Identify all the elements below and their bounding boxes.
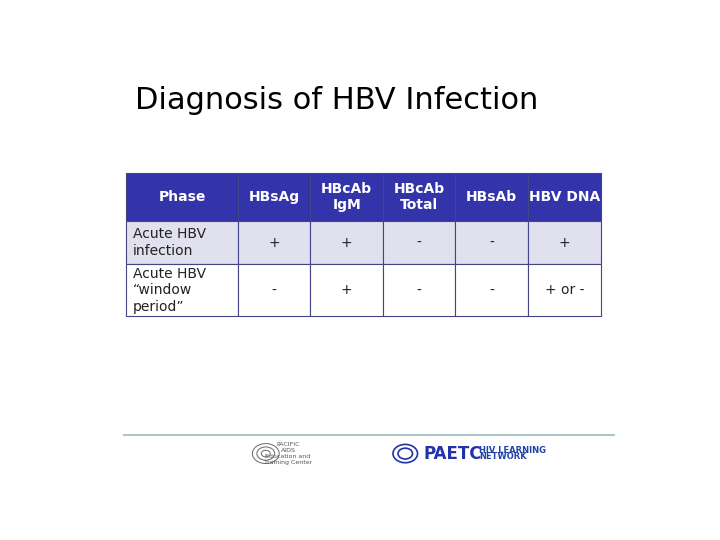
Text: HIV LEARNING: HIV LEARNING [479, 446, 546, 455]
FancyBboxPatch shape [238, 221, 310, 265]
Text: +: + [559, 235, 570, 249]
FancyBboxPatch shape [383, 221, 456, 265]
Text: HBV DNA: HBV DNA [528, 190, 600, 204]
Text: PAETC: PAETC [423, 444, 482, 463]
Text: Acute HBV
infection: Acute HBV infection [133, 227, 206, 258]
Text: HBsAg: HBsAg [248, 190, 300, 204]
FancyBboxPatch shape [456, 173, 528, 221]
Text: HBcAb
IgM: HBcAb IgM [321, 182, 372, 212]
FancyBboxPatch shape [310, 221, 383, 265]
Text: -: - [490, 235, 494, 249]
Text: -: - [417, 284, 422, 298]
FancyBboxPatch shape [126, 221, 238, 265]
FancyBboxPatch shape [310, 173, 383, 221]
FancyBboxPatch shape [456, 265, 528, 316]
Text: PACIFIC
AIDS
Education and
Training Center: PACIFIC AIDS Education and Training Cent… [264, 442, 312, 465]
Text: -: - [417, 235, 422, 249]
FancyBboxPatch shape [238, 265, 310, 316]
Text: + or -: + or - [544, 284, 584, 298]
Text: Diagnosis of HBV Infection: Diagnosis of HBV Infection [135, 85, 538, 114]
FancyBboxPatch shape [238, 173, 310, 221]
FancyBboxPatch shape [126, 265, 238, 316]
Text: NETWORK: NETWORK [479, 453, 526, 461]
Text: +: + [341, 235, 353, 249]
Text: HBcAb
Total: HBcAb Total [394, 182, 445, 212]
Text: -: - [271, 284, 276, 298]
Text: +: + [269, 235, 280, 249]
FancyBboxPatch shape [456, 221, 528, 265]
FancyBboxPatch shape [528, 173, 600, 221]
Text: -: - [490, 284, 494, 298]
FancyBboxPatch shape [528, 221, 600, 265]
FancyBboxPatch shape [126, 173, 238, 221]
FancyBboxPatch shape [310, 265, 383, 316]
Text: +: + [341, 284, 353, 298]
FancyBboxPatch shape [383, 265, 456, 316]
FancyBboxPatch shape [528, 265, 600, 316]
Text: HBsAb: HBsAb [466, 190, 518, 204]
Text: Phase: Phase [158, 190, 206, 204]
FancyBboxPatch shape [383, 173, 456, 221]
Text: Acute HBV
“window
period”: Acute HBV “window period” [133, 267, 206, 314]
